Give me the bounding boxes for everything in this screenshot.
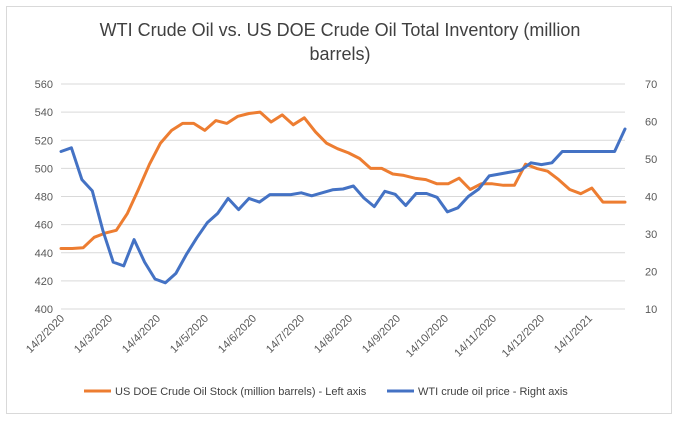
right-tick-label: 20 [645, 267, 657, 279]
left-tick-label: 540 [35, 107, 53, 119]
series-line-inventory [59, 110, 627, 250]
x-tick-label: 14/11/2020 [452, 313, 499, 360]
x-tick-label: 14/12/2020 [500, 313, 547, 360]
right-tick-label: 40 [645, 192, 657, 204]
left-tick-label: 400 [35, 304, 53, 316]
right-tick-label: 30 [645, 229, 657, 241]
right-tick-label: 10 [645, 304, 657, 316]
chart-title-line2: barrels) [309, 44, 370, 64]
right-axis-ticks: 10 20 30 40 50 60 70 [645, 79, 657, 316]
chart-title-line1: WTI Crude Oil vs. US DOE Crude Oil Total… [100, 20, 581, 40]
x-axis-ticks: 14/2/2020 14/3/2020 14/4/2020 14/5/2020 14/6… [24, 313, 595, 360]
right-tick-label: 50 [645, 154, 657, 166]
chart-frame: WTI Crude Oil vs. US DOE Crude Oil Total… [6, 6, 672, 414]
x-tick-label: 14/2/2020 [24, 313, 67, 356]
gridlines [61, 83, 625, 310]
series-line-wti [59, 127, 627, 285]
x-tick-label: 14/3/2020 [72, 313, 115, 356]
left-tick-label: 420 [35, 276, 53, 288]
left-tick-label: 460 [35, 220, 53, 232]
left-axis-ticks: 400 420 440 460 480 500 520 540 560 [35, 79, 53, 316]
right-tick-label: 70 [645, 79, 657, 91]
right-tick-label: 60 [645, 117, 657, 129]
x-tick-label: 14/9/2020 [360, 313, 403, 356]
series-lines [59, 110, 627, 285]
left-tick-label: 520 [35, 135, 53, 147]
legend-label-inventory: US DOE Crude Oil Stock (million barrels)… [115, 386, 367, 398]
x-tick-label: 14/1/2021 [552, 313, 595, 356]
left-tick-label: 500 [35, 163, 53, 175]
left-tick-label: 560 [35, 79, 53, 91]
x-tick-label: 14/6/2020 [216, 313, 259, 356]
x-tick-label: 14/8/2020 [312, 313, 355, 356]
legend-label-wti: WTI crude oil price - Right axis [418, 386, 568, 398]
x-tick-label: 14/5/2020 [168, 313, 211, 356]
x-tick-label: 14/10/2020 [404, 313, 451, 360]
left-tick-label: 480 [35, 192, 53, 204]
left-tick-label: 440 [35, 248, 53, 260]
chart-svg: WTI Crude Oil vs. US DOE Crude Oil Total… [24, 20, 657, 398]
x-tick-label: 14/4/2020 [120, 313, 163, 356]
x-tick-label: 14/7/2020 [264, 313, 307, 356]
